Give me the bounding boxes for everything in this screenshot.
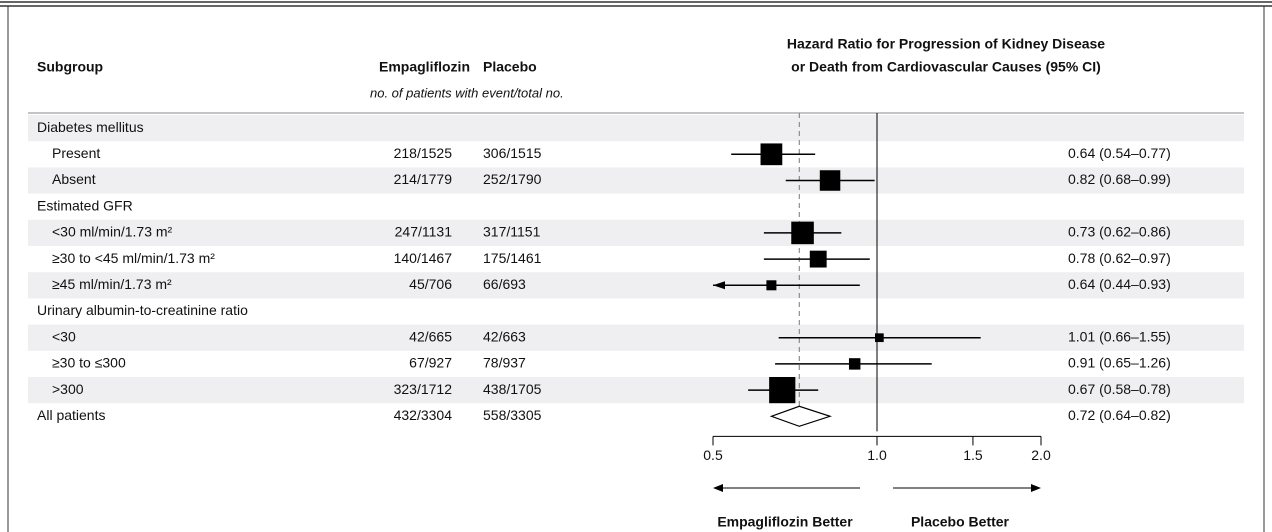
- column-subheader: no. of patients with event/total no.: [370, 85, 564, 100]
- value-label: 1.01 (0.66–1.55): [1068, 328, 1171, 344]
- x-tick-label: 2.0: [1031, 447, 1051, 463]
- x-tick-label: 0.5: [703, 447, 723, 463]
- value-label: 0.82 (0.68–0.99): [1068, 171, 1171, 187]
- title-line: or Death from Cardiovascular Causes (95%…: [791, 59, 1101, 75]
- group-label: Estimated GFR: [37, 197, 133, 213]
- hr-square: [769, 376, 796, 404]
- value-label: 0.91 (0.65–1.26): [1068, 355, 1171, 371]
- value-label: 0.73 (0.62–0.86): [1068, 224, 1171, 240]
- empagliflozin-count: 140/1467: [394, 250, 453, 266]
- empagliflozin-count: 45/706: [409, 276, 452, 292]
- value-label: 0.72 (0.64–0.82): [1068, 407, 1171, 423]
- x-tick-label: 1.0: [867, 447, 887, 463]
- row-label: Absent: [52, 171, 96, 187]
- row-label: <30: [52, 328, 76, 344]
- row-label: <30 ml/min/1.73 m²: [52, 224, 173, 240]
- row-label: ≥45 ml/min/1.73 m²: [52, 276, 172, 292]
- value-label: 0.64 (0.54–0.77): [1068, 145, 1171, 161]
- hr-square: [766, 280, 777, 291]
- hr-square: [875, 333, 884, 343]
- x-tick-label: 1.5: [963, 447, 983, 463]
- hr-square: [848, 358, 861, 370]
- placebo-count: 438/1705: [483, 381, 542, 397]
- column-header: Empagliflozin: [379, 59, 470, 75]
- left-label: Empagliflozin Better: [717, 514, 853, 530]
- left-arrowhead: [713, 484, 723, 492]
- row-shade: [28, 115, 1244, 142]
- row-label: ≥30 to <45 ml/min/1.73 m²: [52, 250, 215, 266]
- placebo-count: 66/693: [483, 276, 526, 292]
- empagliflozin-count: 214/1779: [394, 171, 453, 187]
- row-label: All patients: [37, 407, 105, 423]
- row-shade: [28, 219, 1244, 246]
- row-shade: [28, 272, 1244, 299]
- right-arrowhead: [1031, 484, 1041, 492]
- placebo-count: 306/1515: [483, 145, 542, 161]
- overall-diamond: [769, 405, 832, 427]
- right-label: Placebo Better: [911, 514, 1010, 530]
- value-label: 0.67 (0.58–0.78): [1068, 381, 1171, 397]
- group-label: Urinary albumin-to-creatinine ratio: [37, 302, 248, 318]
- empagliflozin-count: 432/3304: [394, 407, 453, 423]
- placebo-count: 558/3305: [483, 407, 542, 423]
- row-label: ≥30 to ≤300: [52, 355, 126, 371]
- empagliflozin-count: 218/1525: [394, 145, 453, 161]
- value-label: 0.64 (0.44–0.93): [1068, 276, 1171, 292]
- hr-square: [791, 221, 814, 245]
- hr-square: [819, 170, 841, 191]
- row-shade: [28, 377, 1244, 404]
- hr-square: [809, 250, 827, 268]
- column-header: Placebo: [483, 59, 537, 75]
- empagliflozin-count: 247/1131: [395, 224, 453, 240]
- empagliflozin-count: 323/1712: [394, 381, 453, 397]
- placebo-count: 78/937: [483, 355, 526, 371]
- title-line: Hazard Ratio for Progression of Kidney D…: [787, 36, 1105, 52]
- placebo-count: 317/1151: [483, 224, 541, 240]
- column-header: Subgroup: [37, 59, 103, 75]
- row-shade: [28, 324, 1244, 351]
- value-label: 0.78 (0.62–0.97): [1068, 250, 1171, 266]
- hr-square: [760, 143, 783, 166]
- placebo-count: 252/1790: [483, 171, 542, 187]
- row-shade: [28, 167, 1244, 194]
- group-label: Diabetes mellitus: [37, 119, 144, 135]
- row-label: >300: [52, 381, 84, 397]
- empagliflozin-count: 67/927: [409, 355, 452, 371]
- row-label: Present: [52, 145, 100, 161]
- placebo-count: 42/663: [483, 328, 526, 344]
- placebo-count: 175/1461: [483, 250, 542, 266]
- ci-arrow: [713, 281, 725, 290]
- empagliflozin-count: 42/665: [409, 328, 452, 344]
